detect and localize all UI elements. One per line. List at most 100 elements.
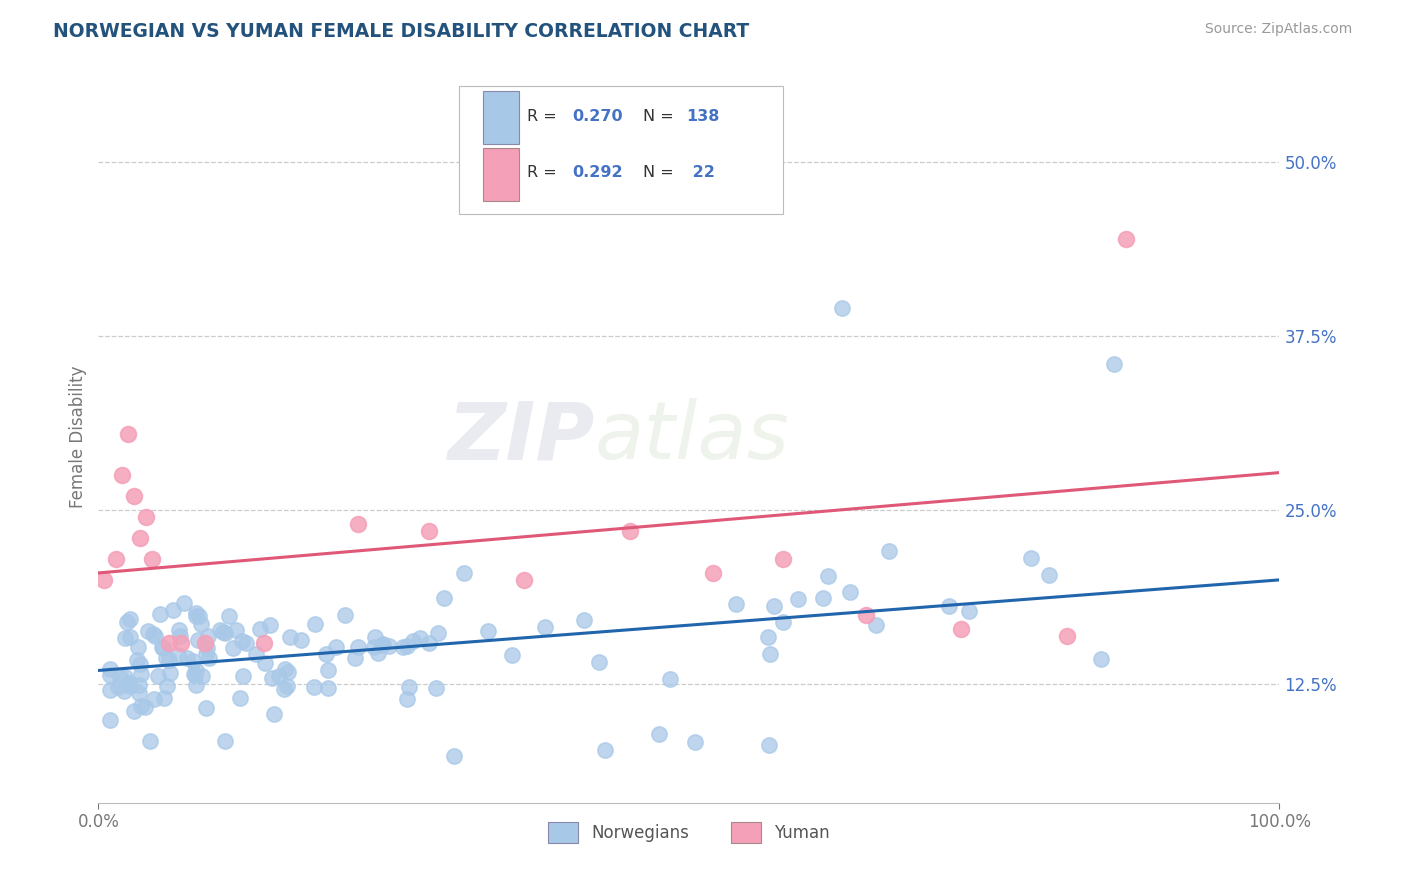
Point: [756, 630, 779, 644]
Point: [759, 647, 782, 661]
Point: [120, 630, 142, 644]
Point: [167, 623, 190, 637]
Point: [212, 625, 235, 640]
Point: [98, 682, 121, 697]
Point: [157, 653, 180, 667]
Point: [191, 669, 214, 683]
Point: [364, 630, 387, 644]
Point: [128, 678, 150, 692]
Point: [181, 654, 204, 668]
Point: [188, 609, 211, 624]
Point: [98, 662, 121, 676]
Point: [659, 672, 682, 686]
Point: [184, 609, 207, 624]
Point: [787, 591, 810, 606]
Point: [1115, 231, 1137, 245]
Point: [572, 613, 595, 627]
Point: [152, 640, 174, 654]
Text: R =: R =: [527, 165, 562, 180]
Point: [118, 676, 141, 690]
Point: [418, 635, 440, 649]
Point: [173, 596, 195, 610]
Point: [725, 597, 748, 611]
Point: [253, 656, 276, 670]
Text: NORWEGIAN VS YUMAN FEMALE DISABILITY CORRELATION CHART: NORWEGIAN VS YUMAN FEMALE DISABILITY COR…: [53, 22, 749, 41]
Point: [588, 656, 610, 670]
Text: 0.270: 0.270: [572, 109, 623, 124]
Point: [433, 591, 456, 606]
Point: [593, 743, 616, 757]
Point: [197, 629, 219, 643]
Point: [128, 686, 150, 700]
Point: [118, 679, 141, 693]
Text: 22: 22: [686, 165, 714, 180]
Point: [122, 704, 145, 718]
Point: [534, 620, 557, 634]
Point: [184, 678, 207, 692]
Point: [156, 679, 179, 693]
Point: [183, 666, 205, 681]
Point: [114, 670, 136, 684]
Point: [142, 692, 165, 706]
Point: [865, 617, 887, 632]
Point: [159, 666, 181, 681]
Point: [367, 646, 389, 660]
Point: [114, 684, 136, 698]
Text: ZIP: ZIP: [447, 398, 595, 476]
Point: [146, 669, 169, 683]
Point: [501, 648, 523, 662]
Point: [477, 624, 499, 639]
Point: [402, 634, 425, 648]
Point: [157, 635, 180, 649]
Text: atlas: atlas: [595, 398, 789, 476]
Text: N =: N =: [643, 165, 679, 180]
Point: [170, 635, 193, 649]
Point: [127, 640, 149, 654]
Point: [194, 647, 217, 661]
Point: [235, 636, 257, 650]
Point: [426, 625, 449, 640]
Text: R =: R =: [527, 109, 562, 124]
Point: [111, 468, 134, 483]
Point: [443, 748, 465, 763]
Point: [169, 629, 191, 643]
Point: [195, 701, 218, 715]
Point: [408, 632, 430, 646]
Point: [129, 667, 152, 681]
Point: [855, 607, 877, 622]
Point: [772, 552, 794, 566]
Point: [1038, 567, 1060, 582]
Point: [253, 635, 276, 649]
Point: [93, 573, 115, 587]
FancyBboxPatch shape: [484, 91, 519, 145]
Point: [333, 607, 356, 622]
Point: [347, 517, 370, 532]
Point: [304, 616, 326, 631]
Point: [98, 667, 121, 681]
Point: [214, 626, 236, 640]
Point: [267, 669, 290, 683]
Point: [418, 524, 440, 538]
Point: [817, 569, 839, 583]
Point: [395, 692, 418, 706]
Point: [758, 738, 780, 752]
Point: [347, 640, 370, 654]
Text: 0.292: 0.292: [572, 165, 623, 180]
Point: [1019, 550, 1042, 565]
Point: [136, 624, 159, 638]
Point: [197, 650, 219, 665]
Point: [249, 622, 271, 636]
FancyBboxPatch shape: [458, 86, 783, 214]
Y-axis label: Female Disability: Female Disability: [69, 366, 87, 508]
Point: [278, 631, 301, 645]
Point: [139, 734, 162, 748]
Point: [214, 734, 236, 748]
Point: [141, 552, 163, 566]
Point: [222, 641, 245, 656]
Point: [648, 727, 671, 741]
Point: [194, 635, 217, 649]
Point: [302, 680, 325, 694]
Point: [98, 713, 121, 727]
Point: [176, 650, 198, 665]
Point: [225, 623, 247, 637]
